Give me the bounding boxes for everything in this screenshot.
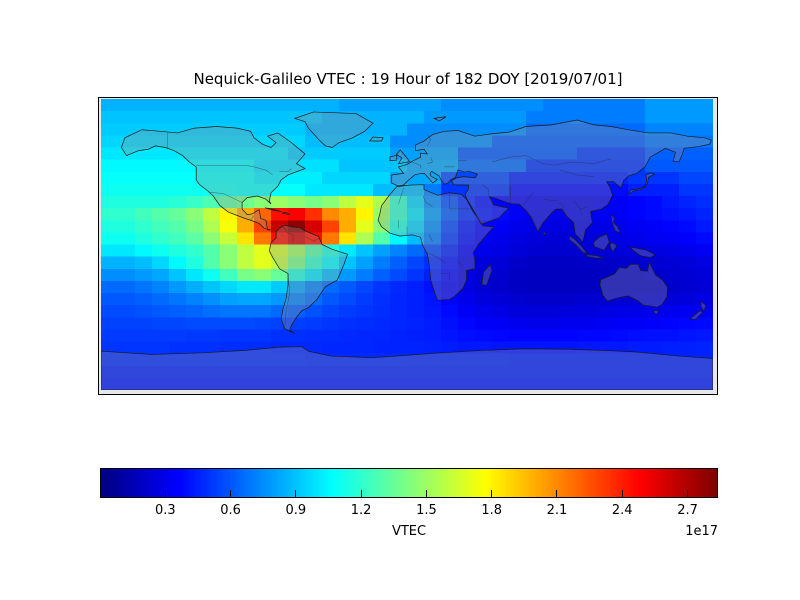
cuba — [265, 208, 281, 212]
eurasia — [392, 120, 712, 242]
colorbar-tick-label: 0.6 — [220, 503, 241, 518]
new-zealand-south — [690, 310, 703, 319]
sulawesi — [610, 243, 617, 252]
world-map-overlay — [101, 99, 713, 390]
colorbar-tick-label: 0.3 — [154, 503, 176, 518]
borneo — [593, 234, 609, 250]
antarctica — [101, 347, 713, 390]
colorbar-tick-label: 1.2 — [350, 503, 372, 518]
africa — [378, 185, 494, 301]
colorbar-tick-label: 2.4 — [611, 503, 633, 518]
vtec-heatmap — [101, 99, 713, 390]
new-zealand-north — [701, 301, 706, 311]
japan — [628, 173, 654, 194]
great-britain — [396, 150, 409, 164]
java — [586, 255, 603, 259]
svalbard — [434, 117, 446, 121]
plot-title: Nequick-Galileo VTEC : 19 Hour of 182 DO… — [193, 70, 623, 88]
tasmania — [654, 310, 659, 314]
colorbar-offset-label: 1e17 — [685, 524, 718, 539]
colorbar-tick-label: 2.7 — [677, 503, 698, 518]
greenland — [295, 112, 373, 148]
new-guinea — [630, 247, 656, 258]
philippines — [611, 215, 620, 234]
madagascar — [482, 265, 492, 285]
south-america — [269, 225, 347, 333]
hispaniola — [282, 212, 290, 214]
australia — [600, 262, 667, 307]
continents — [101, 112, 713, 390]
colorbar-tick-label: 0.9 — [285, 503, 307, 518]
ireland — [390, 155, 397, 160]
sri-lanka — [543, 232, 546, 235]
colorbar-gradient — [101, 469, 717, 497]
colorbar-tick-label: 2.1 — [546, 503, 568, 518]
map-axes — [98, 97, 718, 395]
colorbar-tick-label: 1.8 — [481, 503, 503, 518]
iceland — [370, 137, 384, 141]
north-america — [121, 126, 305, 229]
colorbar-tick-label: 1.5 — [416, 503, 437, 518]
colorbar-axis-label: VTEC — [391, 524, 427, 539]
colorbar — [100, 468, 718, 498]
country-borders — [167, 133, 611, 329]
colorbar-tick-labels: 0.3 0.6 0.9 1.2 1.5 1.8 2.1 2.4 2.7 — [100, 503, 718, 519]
sumatra — [569, 236, 587, 254]
